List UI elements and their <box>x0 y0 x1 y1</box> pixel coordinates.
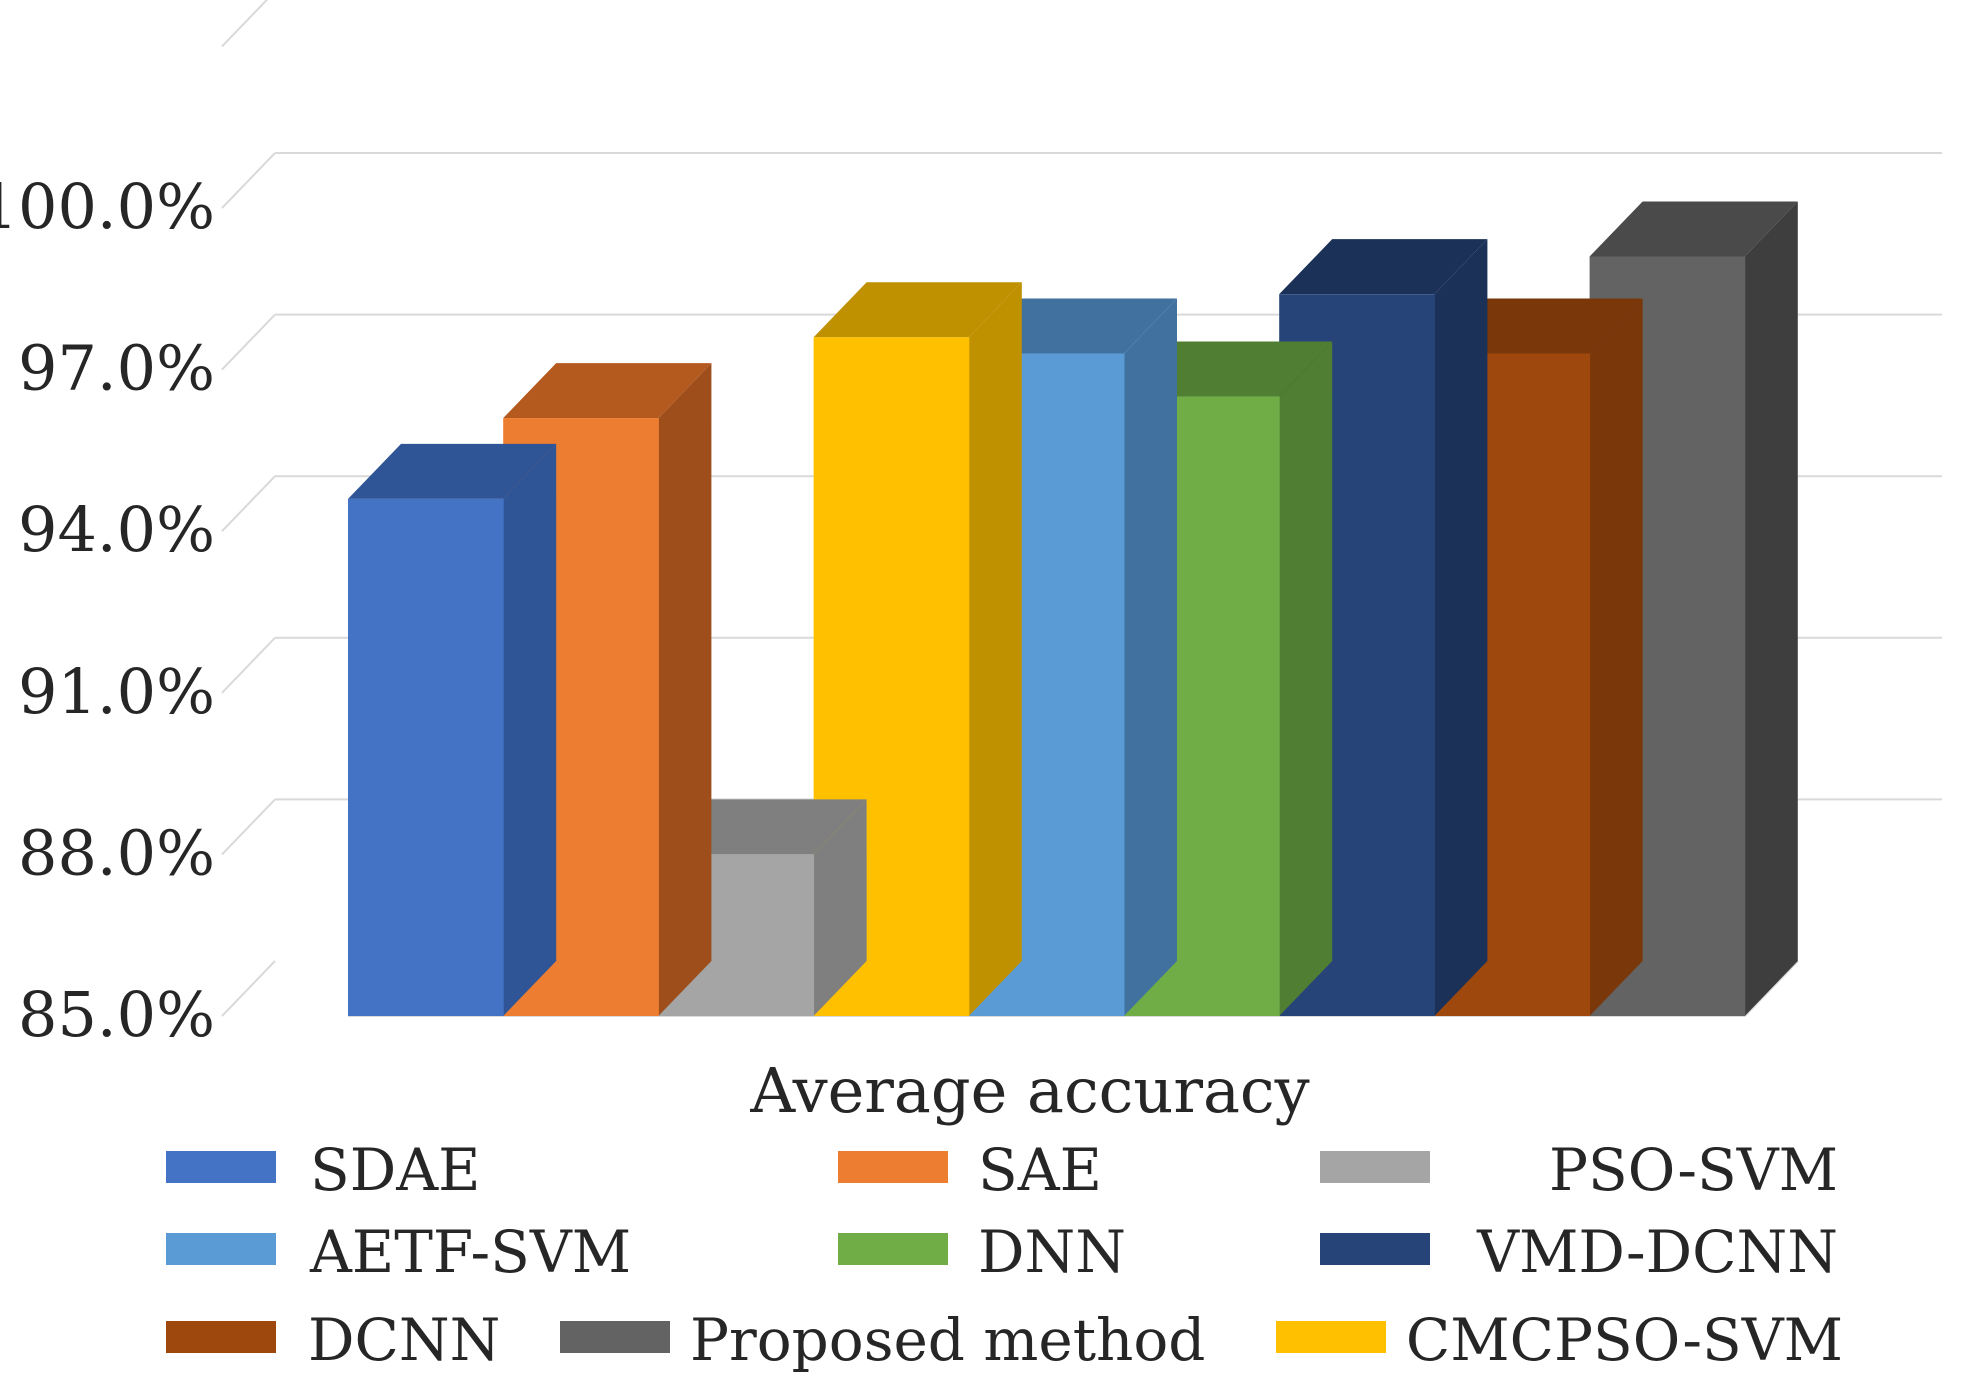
bar-side <box>968 282 1022 1016</box>
bar-front <box>348 498 504 1016</box>
bar-side <box>813 799 867 1016</box>
legend-swatch <box>166 1321 276 1353</box>
legend-swatch <box>166 1151 276 1183</box>
legend-label: Proposed method <box>690 1306 1205 1374</box>
legend-item-proposed-method: Proposed method <box>560 1306 1205 1374</box>
legend-label: DNN <box>978 1218 1126 1286</box>
bar-top <box>1279 239 1488 295</box>
legend-item-pso-svm: PSO-SVM <box>1320 1136 1838 1204</box>
bar-side <box>503 443 557 1016</box>
floor-line <box>1744 960 1799 1017</box>
legend-item-vmd-dcnn: VMD-DCNN <box>1320 1218 1838 1286</box>
legend-swatch <box>838 1151 948 1183</box>
bar-top <box>813 282 1022 338</box>
y-tick-label: 97.0% <box>18 332 215 405</box>
gridline-side <box>221 313 276 371</box>
legend-swatch <box>1276 1321 1386 1353</box>
legend-item-dcnn: DCNN <box>166 1306 500 1374</box>
legend-item-sae: SAE <box>838 1136 1102 1204</box>
legend-label: SDAE <box>310 1136 480 1204</box>
y-axis: 85.0% 88.0% 91.0% 94.0% 97.0% 100.0% <box>0 170 215 1051</box>
gridline-side <box>221 960 276 1017</box>
legend-swatch <box>1320 1233 1430 1265</box>
y-tick-label: 100.0% <box>0 170 215 243</box>
legend-label: DCNN <box>308 1306 500 1374</box>
y-tick-label: 91.0% <box>18 655 215 728</box>
gridline-side <box>221 798 276 856</box>
gridline-side <box>221 0 269 48</box>
bar-side <box>1744 201 1798 1017</box>
bar-cmcpso-svm <box>813 282 1022 1016</box>
gridline-side <box>221 637 276 694</box>
legend-swatch <box>560 1321 670 1353</box>
legend-label: AETF-SVM <box>309 1218 631 1286</box>
legend: SDAE SAE PSO-SVM AETF-SVM DNN VMD-DCNN DCNN Pro… <box>166 1136 1843 1374</box>
legend-item-aetf-svm: AETF-SVM <box>166 1218 631 1286</box>
bar-side <box>658 363 712 1017</box>
bar-side <box>1589 298 1643 1016</box>
legend-item-cmcpso-svm: CMCPSO-SVM <box>1276 1306 1843 1374</box>
bar-top <box>503 363 712 419</box>
gridline-side <box>221 152 276 209</box>
y-tick-label: 94.0% <box>18 493 215 566</box>
legend-swatch <box>1320 1151 1430 1183</box>
y-tick-label: 88.0% <box>18 816 215 889</box>
gridline-side <box>221 475 276 532</box>
bars <box>348 201 1798 1017</box>
legend-swatch <box>838 1233 948 1265</box>
y-tick-label: 85.0% <box>18 978 215 1051</box>
legend-label: SAE <box>978 1136 1102 1204</box>
legend-swatch <box>166 1233 276 1265</box>
bar-top <box>348 443 557 499</box>
legend-label: VMD-DCNN <box>1476 1218 1838 1286</box>
legend-item-dnn: DNN <box>838 1218 1126 1286</box>
legend-label: PSO-SVM <box>1549 1136 1838 1204</box>
bar-side <box>1434 239 1488 1017</box>
bar-top <box>1589 201 1798 257</box>
bar-side <box>1124 298 1177 1016</box>
category-label: Average accuracy <box>749 1054 1309 1127</box>
legend-item-sdae: SDAE <box>166 1136 480 1204</box>
bar-side <box>1279 341 1333 1016</box>
legend-label: CMCPSO-SVM <box>1406 1306 1843 1374</box>
bar-sdae <box>348 443 557 1016</box>
